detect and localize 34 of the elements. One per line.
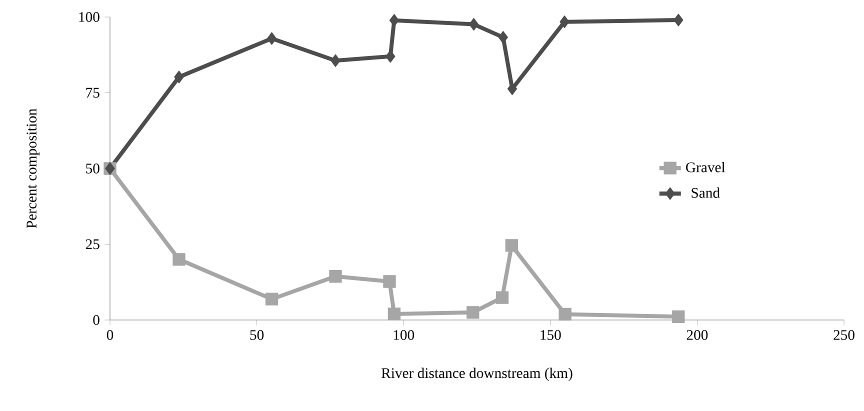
y-tick-label: 75	[86, 88, 100, 98]
point	[468, 18, 479, 31]
legend-label: Sand	[692, 188, 720, 198]
point	[172, 253, 186, 266]
y-tick-label: 100	[79, 12, 100, 22]
point	[388, 308, 401, 320]
point	[672, 310, 685, 323]
y-tick-label: 50	[86, 164, 100, 174]
point	[266, 32, 277, 45]
point	[560, 16, 570, 28]
point	[265, 292, 278, 306]
point	[558, 308, 572, 321]
point	[466, 306, 480, 319]
y-tick-label: 25	[86, 239, 100, 250]
point	[674, 14, 684, 26]
x-axis-title: River distance downstream (km)	[382, 368, 572, 382]
point	[329, 270, 342, 283]
point	[498, 30, 508, 44]
point	[330, 54, 340, 67]
x-tick-label: 250	[834, 330, 854, 340]
point	[507, 82, 518, 96]
point	[386, 50, 396, 63]
point	[505, 239, 518, 252]
point	[174, 70, 184, 84]
legend-label: Gravel	[686, 162, 726, 172]
point	[496, 291, 509, 304]
x-tick-label: 50	[250, 330, 264, 340]
x-tick-label: 150	[540, 330, 561, 340]
y-tick-label: 0	[93, 315, 100, 325]
x-tick-label: 200	[686, 330, 708, 340]
x-tick-label: 0	[106, 330, 114, 340]
y-axis-title: Percent composition	[26, 108, 40, 228]
x-tick-label: 100	[394, 330, 414, 340]
point	[383, 275, 396, 288]
